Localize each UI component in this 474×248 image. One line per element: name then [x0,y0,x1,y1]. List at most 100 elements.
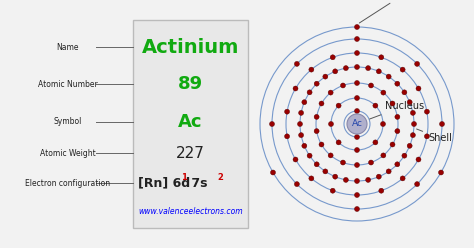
Circle shape [336,103,341,108]
Circle shape [390,142,395,147]
Circle shape [410,110,415,115]
Circle shape [309,176,314,181]
Circle shape [373,140,378,145]
Circle shape [328,90,333,95]
Circle shape [355,36,359,41]
Circle shape [355,109,359,114]
Circle shape [319,142,324,147]
Circle shape [395,162,400,167]
Circle shape [343,65,348,71]
Circle shape [379,188,384,193]
Circle shape [355,148,359,153]
Circle shape [395,81,400,86]
Circle shape [336,140,341,145]
Circle shape [309,67,314,72]
Circle shape [333,69,337,74]
Text: 7s: 7s [187,177,208,190]
Circle shape [355,162,359,167]
Circle shape [270,122,274,126]
Circle shape [376,69,381,74]
Circle shape [368,83,374,88]
Circle shape [347,114,367,134]
Circle shape [368,160,374,165]
Circle shape [386,74,391,79]
Text: 89: 89 [178,75,203,93]
Circle shape [314,162,319,167]
Circle shape [390,101,395,106]
Text: Nucleus: Nucleus [370,101,424,119]
Text: Atomic Number: Atomic Number [38,80,98,89]
Text: Atomic Weight: Atomic Weight [40,149,96,158]
Circle shape [271,170,275,175]
Text: Ac: Ac [178,113,203,131]
Circle shape [355,25,359,30]
Circle shape [438,170,444,175]
Circle shape [294,182,300,186]
Circle shape [416,157,421,162]
Text: 2: 2 [217,173,223,182]
Circle shape [439,122,445,126]
Circle shape [407,143,412,148]
Circle shape [365,177,371,183]
Circle shape [302,143,307,148]
Circle shape [410,133,415,138]
Text: Electron configuration: Electron configuration [26,179,110,188]
Circle shape [330,55,335,60]
Circle shape [328,122,334,126]
Circle shape [395,114,400,119]
Circle shape [402,153,407,158]
Circle shape [355,179,359,184]
FancyBboxPatch shape [133,20,248,228]
Text: Actinium: Actinium [142,37,239,57]
Circle shape [333,174,337,179]
Circle shape [323,169,328,174]
Circle shape [379,55,384,60]
Text: Name: Name [57,43,79,52]
Circle shape [415,62,419,66]
Circle shape [330,188,335,193]
Circle shape [411,122,417,126]
Circle shape [284,134,290,139]
Circle shape [365,65,371,71]
Circle shape [299,110,303,115]
Circle shape [416,86,421,91]
Circle shape [299,133,303,138]
Circle shape [407,100,412,105]
Circle shape [402,90,407,95]
Circle shape [381,90,386,95]
Circle shape [307,153,312,158]
Circle shape [319,101,324,106]
Circle shape [424,134,429,139]
Circle shape [355,95,359,100]
Circle shape [314,129,319,134]
Text: [Rn] 6d: [Rn] 6d [138,177,190,190]
Circle shape [355,51,359,56]
Circle shape [328,153,333,158]
Circle shape [381,122,385,126]
Circle shape [355,192,359,197]
Circle shape [284,109,290,114]
Text: Shell: Shell [417,129,452,143]
Circle shape [424,109,429,114]
Circle shape [376,174,381,179]
Circle shape [293,86,298,91]
Circle shape [355,64,359,69]
Circle shape [343,177,348,183]
Circle shape [314,81,319,86]
Circle shape [294,62,300,66]
Circle shape [293,157,298,162]
Text: Electron: Electron [359,0,422,23]
Circle shape [355,207,359,212]
Text: Ac: Ac [352,120,363,128]
Circle shape [314,114,319,119]
Circle shape [415,182,419,186]
Circle shape [298,122,302,126]
Circle shape [340,160,346,165]
Circle shape [355,81,359,86]
Circle shape [307,90,312,95]
Circle shape [381,153,386,158]
Circle shape [386,169,391,174]
Circle shape [340,83,346,88]
Circle shape [355,134,359,139]
Circle shape [400,67,405,72]
